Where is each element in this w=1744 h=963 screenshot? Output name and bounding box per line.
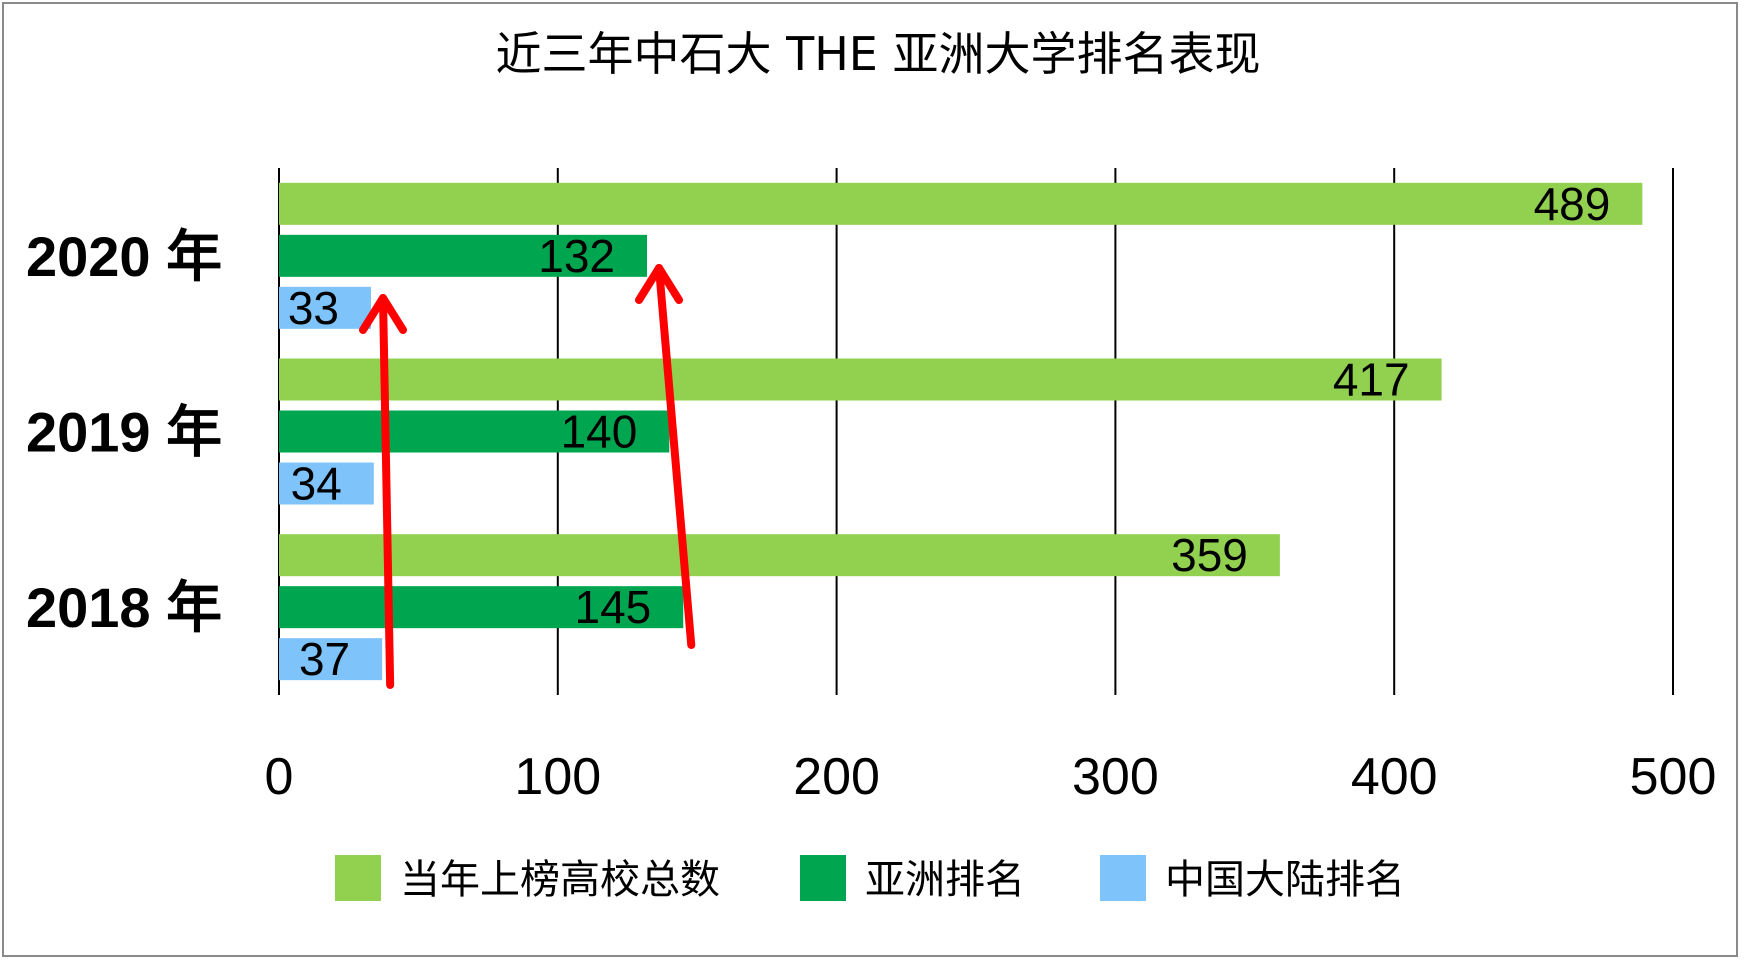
bar: [279, 182, 1643, 225]
data-label: 145: [575, 581, 652, 633]
arrow-shaft: [655, 264, 696, 649]
bars: [279, 182, 1643, 681]
category-label: 2020 年: [26, 225, 222, 288]
bar: [279, 462, 374, 505]
bar: [279, 286, 372, 329]
x-tick-label: 100: [514, 748, 601, 806]
bar: [279, 534, 1280, 577]
legend-swatch: [335, 855, 381, 901]
arrow-shaft: [379, 294, 395, 689]
x-tick-label: 200: [793, 748, 880, 806]
legend-label: 中国大陆排名: [1165, 857, 1405, 903]
data-label: 417: [1333, 354, 1410, 406]
data-label: 132: [538, 230, 615, 282]
data-labels: 489 132 33 417 140 34 359 145 37: [288, 178, 1610, 685]
arrow-head: [359, 294, 408, 334]
bar: [279, 234, 648, 277]
data-label: 489: [1534, 178, 1611, 230]
category-label: 2018 年: [26, 576, 222, 639]
bar: [279, 358, 1442, 401]
trend-arrows: [359, 264, 696, 689]
bar: [279, 638, 383, 681]
data-label: 34: [291, 458, 342, 510]
category-label: 2019 年: [26, 401, 222, 464]
x-tick-label: 0: [265, 748, 294, 806]
legend-label: 当年上榜高校总数: [400, 857, 720, 903]
legend: 当年上榜高校总数 亚洲排名 中国大陆排名: [335, 855, 1405, 903]
data-label: 359: [1171, 529, 1248, 581]
arrow-head: [635, 264, 684, 304]
data-label: 140: [561, 406, 638, 458]
legend-swatch: [1100, 855, 1146, 901]
x-axis-ticks: 0 100 200 300 400 500: [265, 748, 1717, 806]
data-label: 37: [299, 633, 350, 685]
bar: [279, 586, 684, 629]
chart-title: 近三年中石大 THE 亚洲大学排名表现: [496, 27, 1261, 81]
legend-label: 亚洲排名: [865, 857, 1025, 903]
x-tick-label: 400: [1351, 748, 1438, 806]
category-labels: 2020 年 2019 年 2018 年: [26, 225, 222, 639]
bar: [279, 410, 670, 453]
x-tick-label: 500: [1630, 748, 1717, 806]
legend-swatch: [800, 855, 846, 901]
x-tick-label: 300: [1072, 748, 1159, 806]
data-label: 33: [288, 282, 339, 334]
